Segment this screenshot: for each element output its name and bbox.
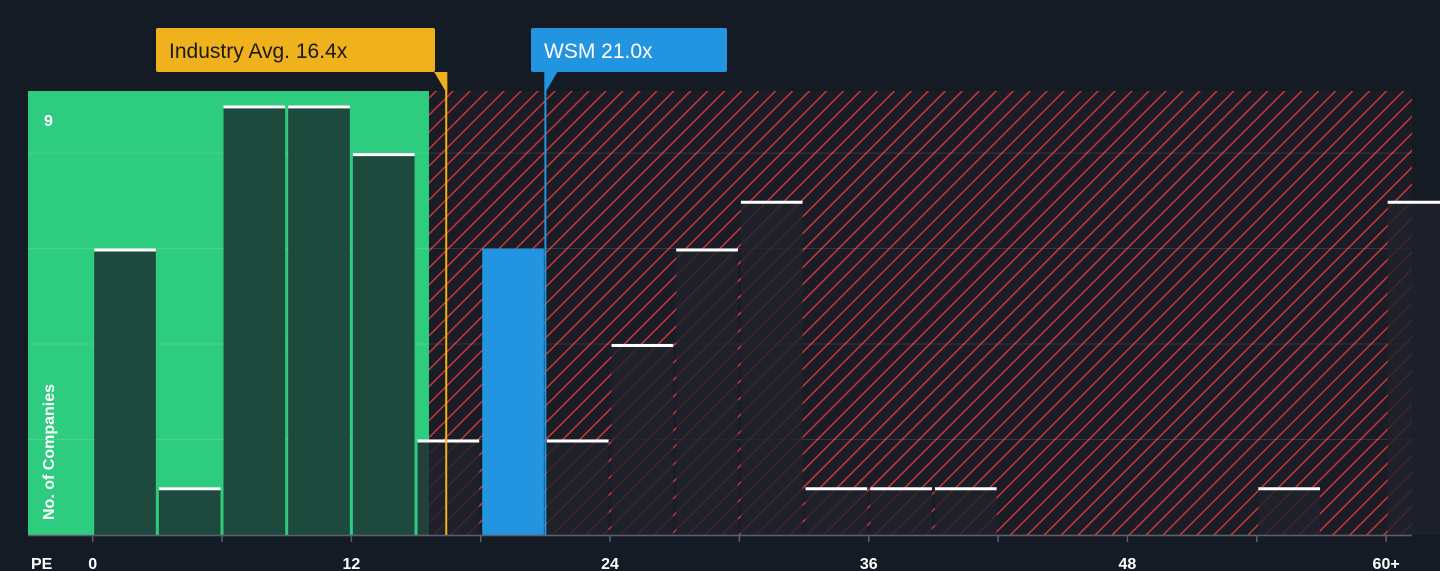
x-tick-label: 12 [342, 556, 360, 571]
company-pe-callout-pointer [544, 72, 558, 94]
company-pe-callout-label: WSM 21.0x [544, 40, 653, 63]
histogram-bar [223, 105, 286, 536]
histogram-bar [740, 200, 803, 535]
x-tick-label: 48 [1119, 556, 1137, 571]
histogram-bar [934, 487, 997, 535]
histogram-bar [611, 344, 674, 535]
industry-average-callout-pointer [434, 72, 448, 94]
histogram-bar [676, 248, 738, 535]
x-tick-label: 60+ [1373, 556, 1400, 571]
histogram-bars [94, 105, 1440, 536]
industry-average-callout-box [156, 28, 435, 72]
histogram-bar [352, 153, 415, 535]
x-axis-title: PE [31, 556, 53, 571]
histogram-bar [482, 248, 544, 535]
histogram-bar [805, 487, 868, 535]
y-axis-title: No. of Companies [41, 384, 58, 520]
company-pe-callout: WSM 21.0x [531, 28, 727, 94]
industry-average-callout: Industry Avg. 16.4x [156, 28, 448, 94]
company-pe-callout-box [531, 28, 727, 72]
reference-markers: Industry Avg. 16.4x WSM 21.0x [156, 28, 727, 535]
histogram-bar [417, 439, 480, 535]
histogram-bar [1387, 200, 1440, 535]
x-tick-label: 0 [88, 556, 97, 571]
histogram-bar [94, 248, 156, 535]
histogram-bar [1258, 487, 1320, 535]
x-tick-label: 24 [601, 556, 619, 571]
histogram-bar [288, 105, 350, 536]
x-tick-label: 36 [860, 556, 878, 571]
industry-average-callout-label: Industry Avg. 16.4x [169, 40, 348, 63]
histogram-bar [870, 487, 932, 535]
y-max-label: 9 [44, 113, 53, 130]
histogram-bar [158, 487, 221, 535]
histogram-bar [546, 439, 609, 535]
x-axis: 0 12 24 36 48 60+ [28, 534, 1412, 571]
